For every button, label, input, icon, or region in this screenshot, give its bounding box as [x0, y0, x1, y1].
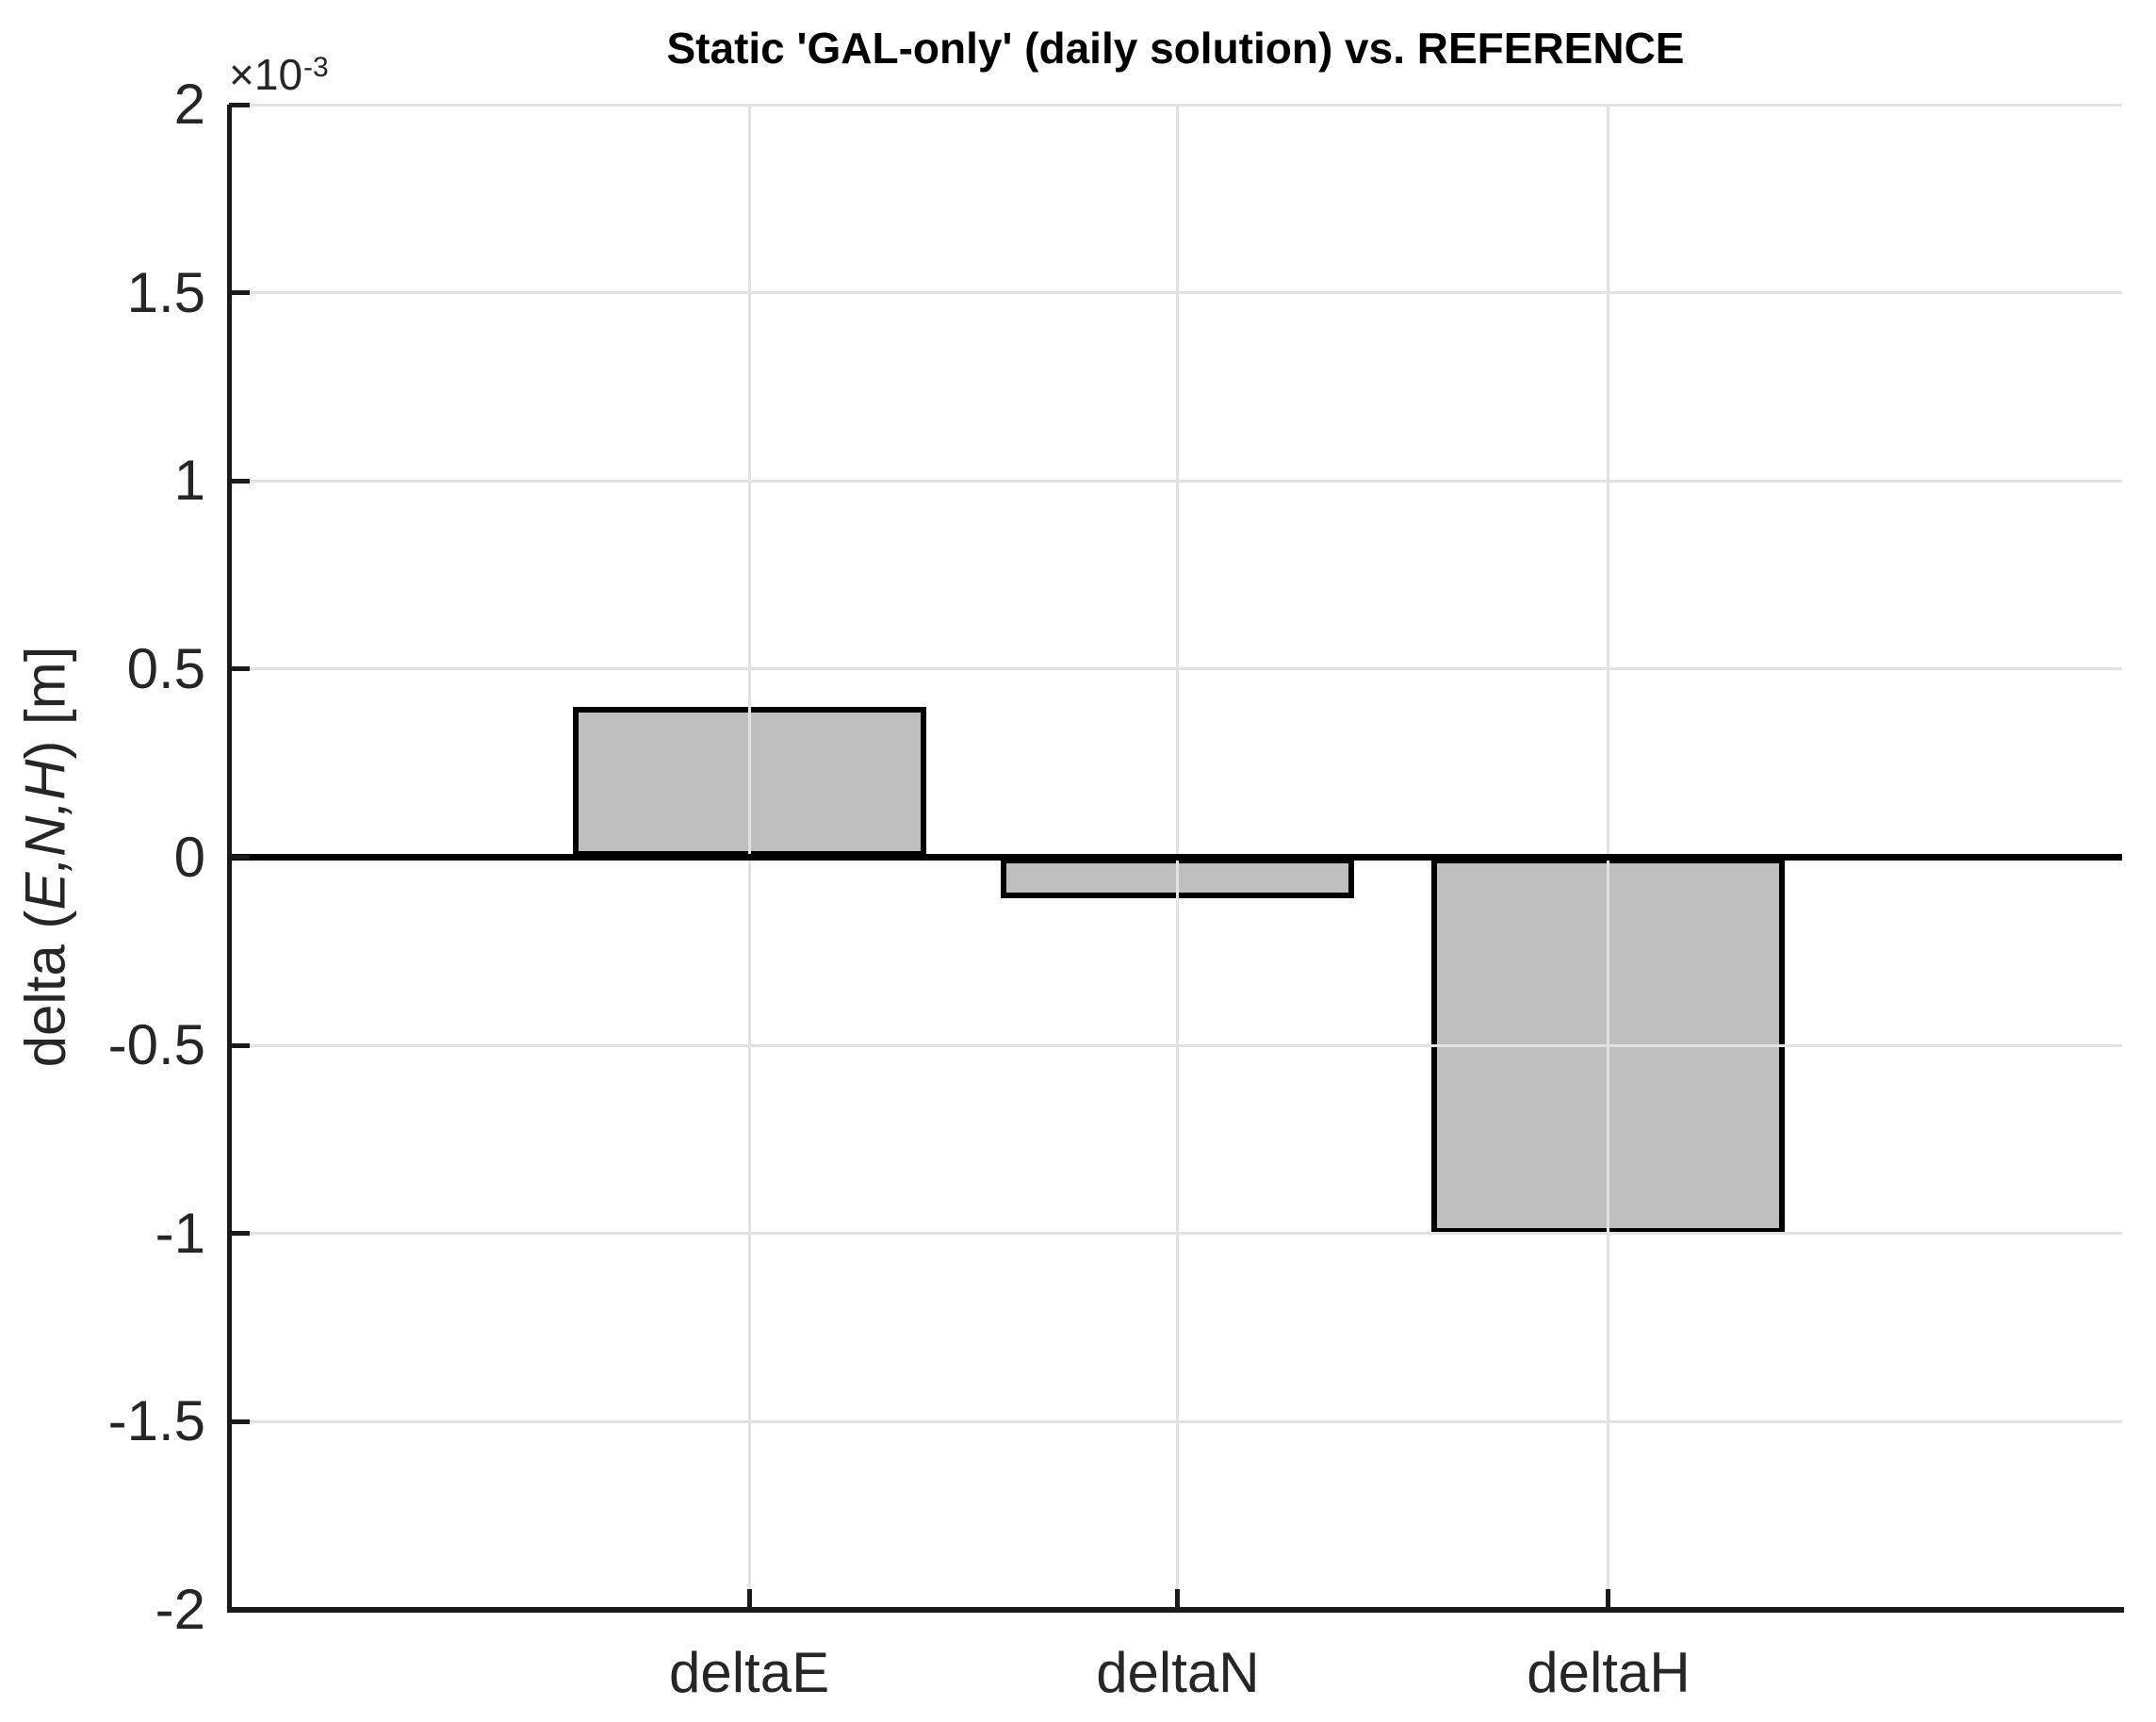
zero-baseline [229, 854, 2122, 861]
y-axis-exponent-power: -3 [303, 51, 329, 83]
y-tick-mark [229, 102, 250, 107]
y-tick-mark [229, 1042, 250, 1048]
y-grid-line [229, 1043, 2122, 1047]
y-grid-line [229, 667, 2122, 671]
y-tick-label: -2 [155, 1578, 205, 1641]
y-grid-line [229, 1232, 2122, 1236]
plot-area: 2 1.5 1 0.5 0 -0.5 -1 -1.5 -2 deltaE deltaN deltaH [108, 73, 2124, 1704]
x-tick-mark [1175, 1589, 1181, 1610]
y-tick-label: 0 [173, 825, 205, 889]
y-tick-mark [229, 1231, 250, 1237]
y-tick-mark [229, 666, 250, 672]
x-tick-mark [1606, 1589, 1611, 1610]
y-tick-label: 1.5 [126, 260, 205, 324]
x-tick-label-deltaN: deltaN [1096, 1641, 1260, 1704]
x-tick-label-deltaH: deltaH [1527, 1641, 1690, 1704]
y-tick-mark [229, 478, 250, 484]
x-axis-line [227, 1607, 2124, 1613]
x-tick-mark [746, 1589, 752, 1610]
y-tick-mark [229, 290, 250, 296]
y-tick-mark [229, 855, 250, 860]
chart-title: Static 'GAL-only' (daily solution) vs. R… [666, 24, 1685, 73]
y-grid-line [229, 291, 2122, 295]
y-tick-label: 2 [173, 73, 205, 136]
y-tick-mark [229, 1419, 250, 1424]
y-axis-exponent-label: ×10-3 [229, 49, 329, 100]
y-tick-label: -1 [155, 1201, 205, 1265]
y-grid-line [229, 103, 2122, 107]
y-grid-line [229, 479, 2122, 483]
y-tick-label: -0.5 [107, 1013, 205, 1077]
y-tick-label: -1.5 [107, 1389, 205, 1453]
y-grid-line [229, 1419, 2122, 1423]
y-tick-mark [229, 1607, 250, 1613]
y-axis-exponent-base: ×10 [229, 50, 303, 99]
x-tick-label-deltaE: deltaE [668, 1641, 830, 1704]
y-tick-label: 0.5 [126, 636, 205, 700]
y-tick-label: 1 [173, 449, 205, 513]
